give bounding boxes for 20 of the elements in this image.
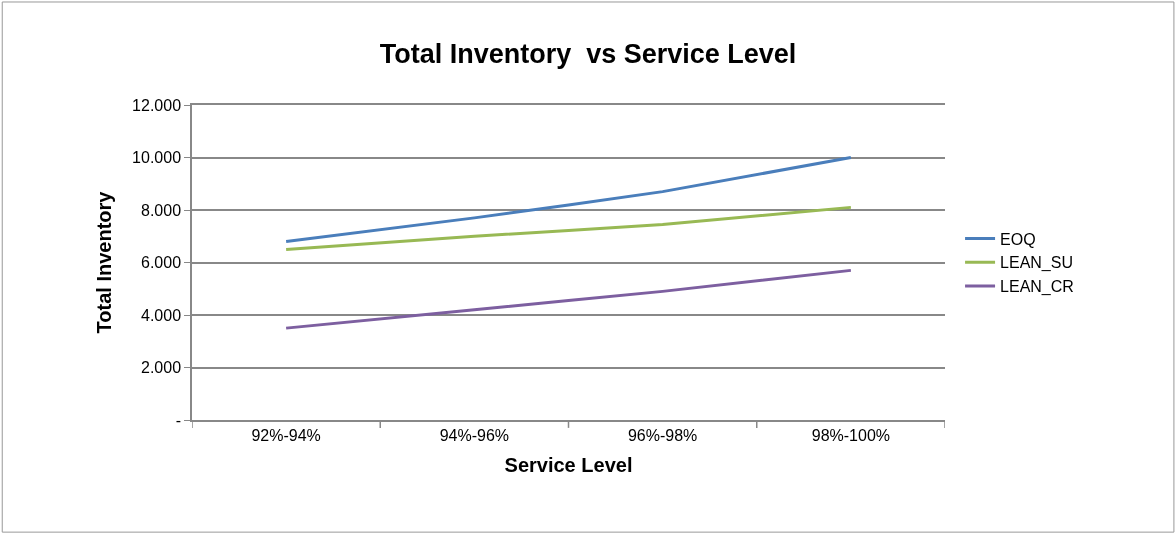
x-axis-title: Service Level [504,453,633,476]
line-series [284,156,853,243]
y-tick-label: 2.000 [141,359,182,377]
line-series [284,205,853,251]
y-tick-label: 8.000 [141,201,182,219]
chart-title: Total Inventory vs Service Level [379,38,797,69]
y-tick-label: 10.000 [132,149,182,167]
legend-label: EOQ [1000,230,1036,248]
y-tick-label: - [175,411,182,429]
y-tick-label: 12.000 [132,96,182,114]
y-tick-label: 6.000 [141,254,182,272]
x-tick-label: 92%-94% [251,426,321,444]
x-tick-label: 96%-98% [627,426,698,444]
y-axis-title: Total Inventory [93,190,116,334]
line-series [284,268,853,330]
x-tick-label: 94%-96% [439,426,510,444]
legend-label: LEAN_CR [1000,278,1074,297]
legend-label: LEAN_SU [1000,254,1073,273]
y-tick-label: 4.000 [141,306,182,324]
x-tick-label: 98%-100% [811,426,891,444]
